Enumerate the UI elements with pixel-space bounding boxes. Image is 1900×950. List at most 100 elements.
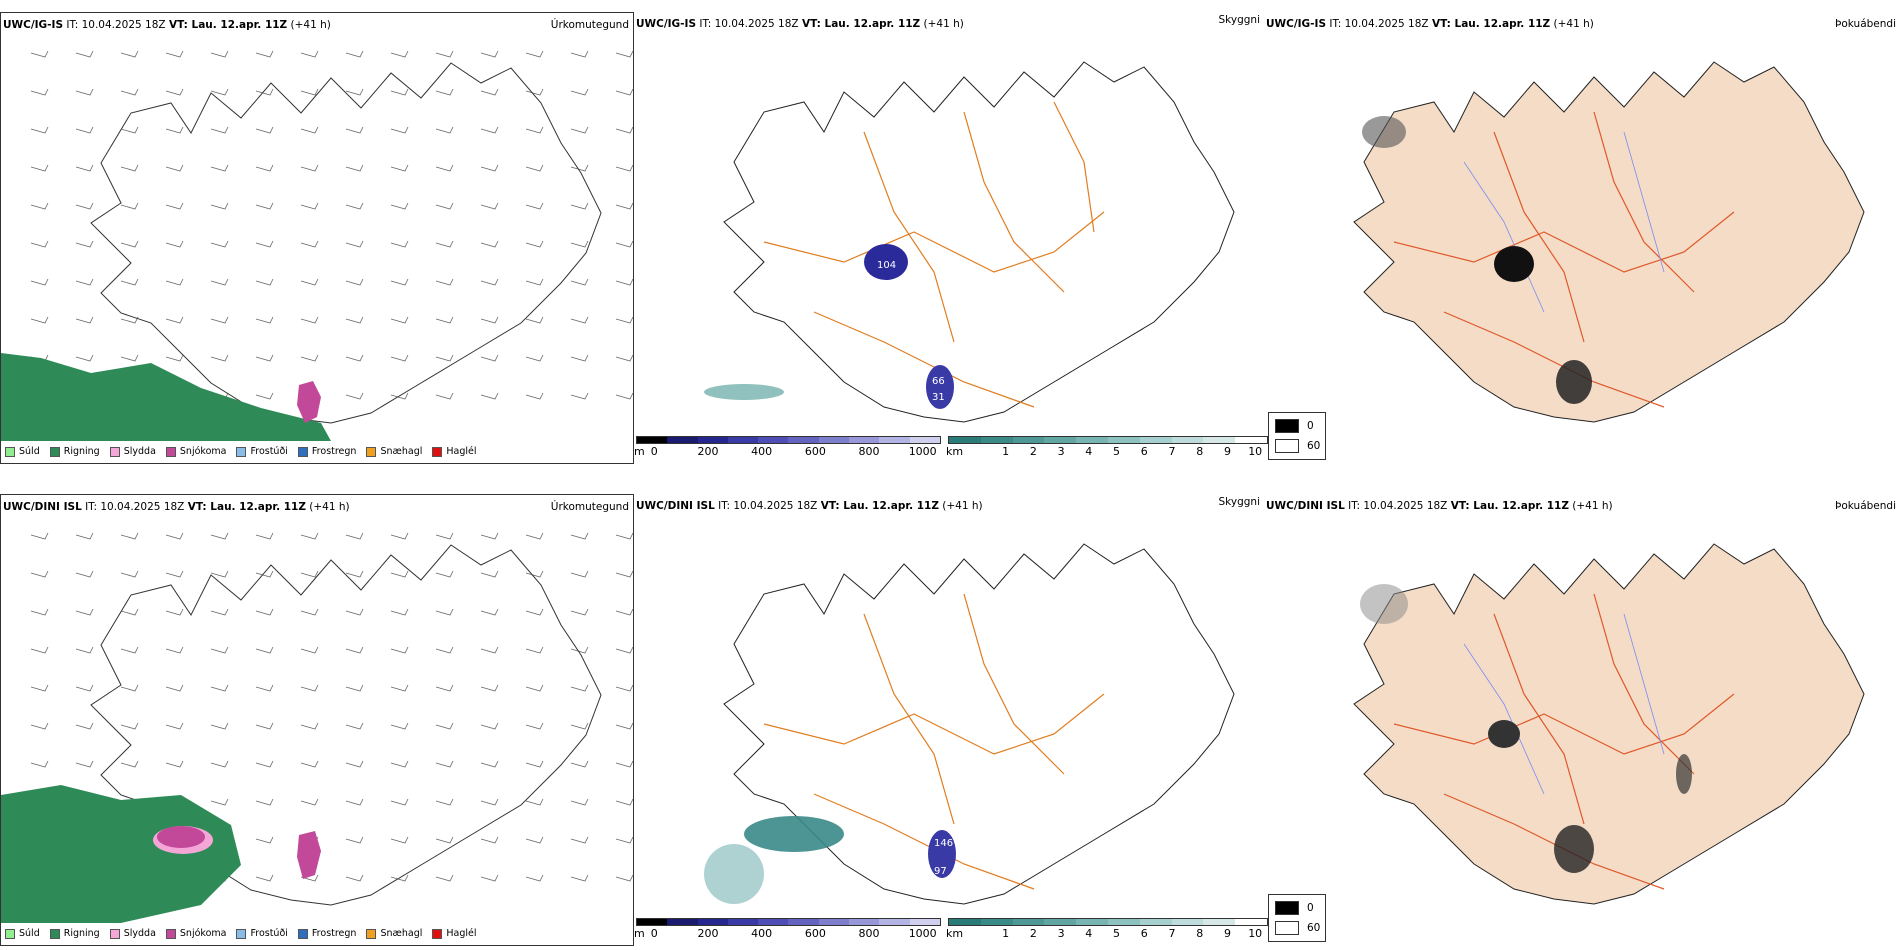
wind-barb	[165, 532, 184, 540]
wind-barb	[570, 684, 589, 692]
colorbar-segment	[1012, 437, 1045, 443]
colorbar-segment	[980, 437, 1013, 443]
wind-barb	[480, 240, 499, 248]
legend-item: Slydda	[109, 928, 156, 939]
fog-key-label: 0	[1307, 902, 1314, 914]
wind-barb	[435, 392, 454, 400]
wind-barb	[255, 126, 274, 134]
wind-barb	[525, 240, 544, 248]
legend-label: Frostregn	[311, 446, 357, 457]
wind-barb	[570, 646, 589, 654]
wind-barb	[120, 532, 139, 540]
legend-swatch	[297, 446, 308, 457]
colorbar-tick: 0	[650, 927, 658, 940]
wind-barb	[390, 392, 409, 400]
colorbar-segment	[1044, 437, 1077, 443]
legend-label: Haglél	[446, 928, 477, 939]
wind-barb	[390, 570, 409, 578]
lead-time: (+41 h)	[1553, 18, 1594, 30]
legend-label: Snæhagl	[380, 446, 423, 457]
model-name: UWC/IG-IS	[636, 18, 697, 30]
wind-barb	[75, 202, 94, 210]
legend-label: Rigning	[63, 446, 100, 457]
wind-barb	[570, 874, 589, 882]
fog-panel-dini: UWC/DINI ISL IT: 10.04.2025 18Z VT: Lau.…	[1264, 494, 1900, 946]
wind-barb	[120, 278, 139, 286]
wind-barb	[165, 126, 184, 134]
wind-barb	[615, 88, 633, 96]
wind-barb	[210, 646, 229, 654]
wind-barb	[390, 684, 409, 692]
colorbar-tick: 5	[1113, 927, 1121, 940]
wind-barb	[75, 570, 94, 578]
colorbar-segment	[849, 919, 880, 925]
wind-barb	[30, 278, 49, 286]
fog-area	[1554, 825, 1594, 873]
colorbar-segment	[697, 437, 728, 443]
wind-barb	[345, 50, 364, 58]
panel-title-precip-type: Úrkomutegund	[550, 19, 629, 31]
wind-barb	[525, 50, 544, 58]
valid-time: VT: Lau. 12.apr. 11Z	[168, 19, 288, 31]
wind-barb	[300, 874, 319, 882]
wind-barb	[615, 646, 633, 654]
wind-barb	[30, 164, 49, 172]
legend-item: Frostúði	[236, 446, 288, 457]
wind-barb	[300, 684, 319, 692]
init-time: IT: 10.04.2025 18Z	[718, 500, 818, 512]
wind-barb	[345, 608, 364, 616]
legend-item: Frostregn	[297, 928, 357, 939]
colorbar-tick: 8	[1196, 927, 1204, 940]
iceland-outline	[90, 544, 602, 906]
wind-barb	[255, 354, 274, 362]
precip-type-map	[1, 50, 633, 441]
snow-area	[297, 381, 321, 423]
map-label: 31	[932, 392, 945, 403]
colorbar-segment	[788, 437, 819, 443]
low-visibility-area	[704, 384, 784, 400]
colorbar-tick: 2	[1029, 445, 1037, 458]
wind-barb	[435, 798, 454, 806]
wind-barb	[165, 278, 184, 286]
wind-barb	[570, 164, 589, 172]
wind-barb	[210, 50, 229, 58]
colorbar-tick: 1	[1002, 927, 1010, 940]
map-label: 104	[877, 260, 896, 271]
legend-swatch	[366, 446, 377, 457]
legend-item: Haglél	[432, 928, 477, 939]
colorbar-tick: 9	[1223, 445, 1231, 458]
wind-barb	[525, 88, 544, 96]
wind-barb	[525, 608, 544, 616]
colorbar-segment	[637, 437, 668, 443]
init-time: IT: 10.04.2025 18Z	[699, 18, 799, 30]
fog-key-swatch	[1275, 419, 1299, 433]
wind-barb	[480, 88, 499, 96]
wind-barb	[525, 570, 544, 578]
fog-key-label: 0	[1307, 420, 1314, 432]
legend-label: Frostregn	[311, 928, 357, 939]
cloud-base-colorbar-row2: 0 200 400 600 800 1000 m	[634, 918, 941, 940]
iceland-outline	[1353, 61, 1865, 423]
colorbar-segment	[909, 919, 940, 925]
wind-barb	[390, 608, 409, 616]
wind-barb	[345, 570, 364, 578]
wind-barb	[255, 874, 274, 882]
wind-barb	[210, 126, 229, 134]
legend-item: Rigning	[49, 446, 100, 457]
colorbar-tick: 7	[1168, 927, 1176, 940]
init-time: IT: 10.04.2025 18Z	[1329, 18, 1429, 30]
legend-item: Snæhagl	[366, 446, 422, 457]
wind-barb	[210, 164, 229, 172]
wind-barb	[255, 608, 274, 616]
wind-barbs-layer	[30, 50, 633, 400]
colorbar-segment	[1203, 919, 1236, 925]
low-visibility-area	[744, 816, 844, 852]
model-name: UWC/IG-IS	[3, 19, 64, 31]
legend-label: Slydda	[123, 446, 156, 457]
colorbar-segment	[1235, 437, 1267, 443]
legend-item: Snjókoma	[165, 446, 226, 457]
fog-key-swatch	[1275, 901, 1299, 915]
legend-swatch	[297, 928, 308, 939]
wind-barb	[615, 164, 633, 172]
wind-barb	[480, 760, 499, 768]
